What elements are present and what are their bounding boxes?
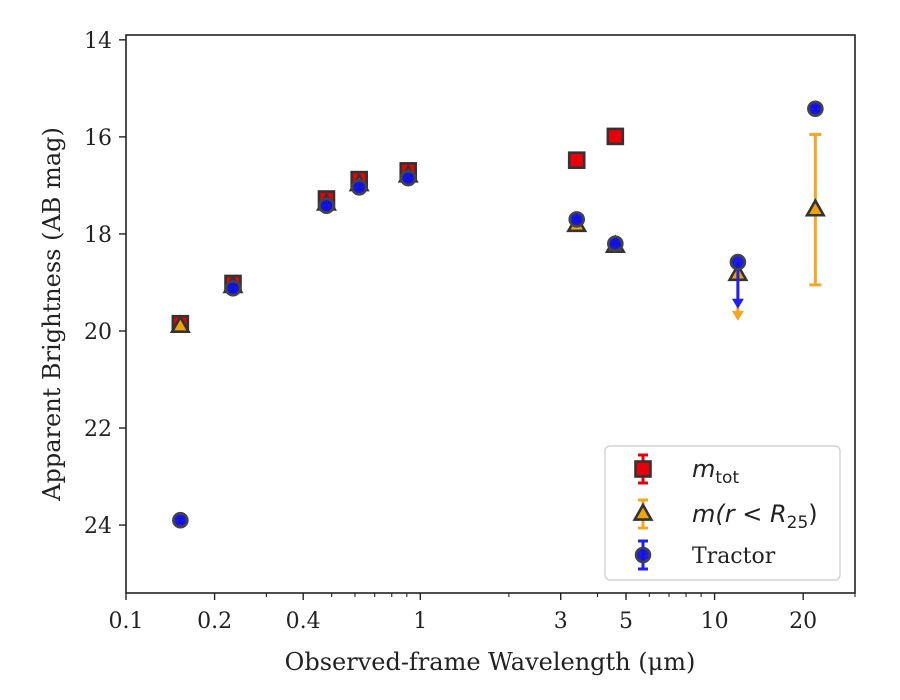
- y-axis-label: Apparent Brightness (AB mag): [38, 127, 66, 502]
- axes-frame: [125, 34, 856, 594]
- legend-box: [604, 445, 841, 581]
- upper-limit-arrowhead: [731, 298, 744, 309]
- legend-item-square: mtot: [634, 453, 739, 488]
- x-axis-label: Observed-frame Wavelength (μm): [285, 648, 696, 676]
- y-tick-label: 18: [84, 223, 112, 248]
- legend-marker-triangle: [632, 502, 654, 521]
- data-point-circle: [399, 169, 417, 187]
- legend-label: Tractor: [692, 544, 776, 569]
- y-tick-label: 20: [84, 320, 112, 345]
- data-point-triangle: [169, 314, 191, 334]
- legend-label: m(r < R25): [692, 500, 818, 533]
- x-tick-label: 1: [413, 609, 427, 634]
- data-point-circle: [318, 197, 335, 215]
- legend-label-sub: 25: [787, 513, 809, 533]
- data-point-circle: [807, 100, 824, 118]
- x-tick-label: 20: [789, 609, 817, 634]
- x-tick-label: 0.4: [286, 609, 321, 634]
- upper-limit-arrowhead: [731, 310, 744, 321]
- data-point-circle: [224, 279, 242, 297]
- series-triangle: [169, 132, 826, 334]
- data-point-square: [606, 127, 625, 146]
- data-point-circle: [729, 253, 747, 271]
- y-tick-label: 22: [84, 417, 112, 442]
- legend-label-sub: tot: [715, 468, 739, 488]
- legend-label: mtot: [692, 455, 739, 488]
- legend-item-circle: Tractor: [634, 539, 776, 571]
- series-square: [171, 127, 625, 333]
- legend-label-base: m(r < R: [692, 500, 787, 528]
- x-tick-label: 0.2: [197, 609, 232, 634]
- data-point-square: [567, 151, 586, 169]
- legend-marker-circle: [634, 546, 652, 564]
- axis-ticks: 0.1 0.2 0.4 1 3 5 10 20 14 16 18 20 22 24: [84, 29, 856, 634]
- legend-item-triangle: m(r < R25): [632, 498, 818, 533]
- y-tick-label: 14: [84, 29, 112, 54]
- x-tick-label: 3: [554, 609, 568, 634]
- data-point-circle: [607, 235, 624, 252]
- x-tick-label: 10: [701, 609, 729, 634]
- x-tick-label: 5: [619, 609, 633, 634]
- y-tick-label: 24: [84, 514, 112, 539]
- data-point-circle: [172, 511, 189, 529]
- legend-label-base: m: [692, 455, 715, 483]
- y-tick-label: 16: [84, 126, 112, 151]
- plot-area: [169, 100, 826, 529]
- legend-label-suffix: ): [808, 500, 817, 528]
- series-circle: [172, 100, 824, 529]
- x-tick-label: 0.1: [109, 609, 144, 634]
- legend: mtot m(r < R25) Tractor: [604, 445, 841, 581]
- data-point-circle: [350, 179, 368, 196]
- data-point-circle: [568, 211, 586, 228]
- data-point-triangle: [804, 198, 826, 217]
- legend-marker-square: [634, 460, 652, 478]
